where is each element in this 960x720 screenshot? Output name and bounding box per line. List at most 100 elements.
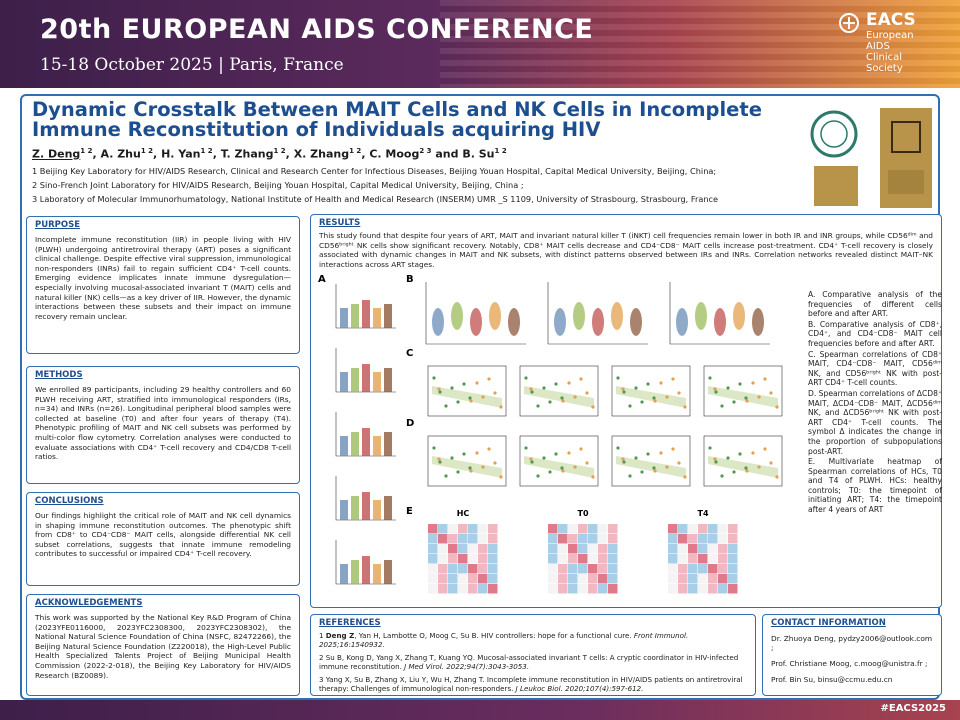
illustration-cell xyxy=(698,554,708,564)
illustration-point xyxy=(542,456,546,460)
illustration-cell xyxy=(588,584,598,594)
illustration-point xyxy=(487,377,491,381)
illustration-point xyxy=(757,465,761,469)
illustration-violin xyxy=(676,308,688,336)
illustration-point xyxy=(475,451,479,455)
illustration-point xyxy=(751,451,755,455)
illustration-bar xyxy=(373,564,381,584)
illustration-cell xyxy=(608,584,618,594)
illustration-point xyxy=(456,400,460,404)
society-name: AIDS xyxy=(866,41,890,52)
author-name: H. Yan xyxy=(161,147,201,161)
illustration-point xyxy=(745,399,749,403)
illustration-point xyxy=(579,447,583,451)
illustration-cell xyxy=(568,564,578,574)
illustration-bar xyxy=(384,304,392,328)
illustration-point xyxy=(683,405,687,409)
illustration-band xyxy=(708,456,778,478)
illustration-cell xyxy=(708,584,718,594)
illustration-cell xyxy=(478,564,488,574)
section-text: Our findings highlight the critical role… xyxy=(35,511,291,559)
illustration-cell xyxy=(668,524,678,534)
affiliation: 1 Beijing Key Laboratory for HIV/AIDS Re… xyxy=(32,166,717,176)
author-name: A. Zhu xyxy=(100,147,141,161)
illustration-cell xyxy=(438,564,448,574)
illustration-point xyxy=(714,460,718,464)
illustration-cell xyxy=(468,534,478,544)
illustration-cell xyxy=(428,534,438,544)
panel-label: D xyxy=(406,418,414,429)
illustration-point xyxy=(530,390,534,394)
footer-bar xyxy=(0,700,960,720)
illustration-cell xyxy=(548,554,558,564)
illustration-point xyxy=(720,404,724,408)
illustration-point xyxy=(634,386,638,390)
illustration-point xyxy=(738,452,742,456)
illustration-point xyxy=(554,452,558,456)
illustration-point xyxy=(757,395,761,399)
illustration-cell xyxy=(438,584,448,594)
illustration-cell xyxy=(688,554,698,564)
illustration-point xyxy=(444,404,448,408)
illustration-cell xyxy=(718,544,728,554)
author-affiliation: 2 3 xyxy=(419,147,432,155)
reference-journal: J Leukoc Biol. 2020;107(4):597-612. xyxy=(515,684,644,693)
illustration-point xyxy=(548,400,552,404)
author-connector: and xyxy=(435,147,459,161)
illustration-cell xyxy=(588,534,598,544)
illustration-point xyxy=(683,475,687,479)
illustration-cell xyxy=(568,524,578,534)
illustration-point xyxy=(481,465,485,469)
illustration-cell xyxy=(548,544,558,554)
heatmap-group: T0 xyxy=(577,509,588,518)
illustration-point xyxy=(616,376,620,380)
chart-frame xyxy=(669,282,770,345)
illustration-point xyxy=(536,474,540,478)
illustration-point xyxy=(713,457,717,461)
illustration-cell xyxy=(708,534,718,544)
author-affiliation: 1 2 xyxy=(273,147,286,155)
illustration-cell xyxy=(578,524,588,534)
illustration-cell xyxy=(678,544,688,554)
author-name: Z. Deng xyxy=(32,147,81,161)
illustration-bar xyxy=(362,300,370,328)
illustration-cell xyxy=(488,534,498,544)
legend-item: A. Comparative analysis of the frequenci… xyxy=(808,290,942,319)
illustration-bar xyxy=(373,436,381,456)
illustration-cell xyxy=(718,554,728,564)
illustration-cell xyxy=(458,534,468,544)
illustration-point xyxy=(536,404,540,408)
heatmap-group: T4 xyxy=(697,509,708,518)
illustration-cell xyxy=(438,574,448,584)
illustration-point xyxy=(591,405,595,409)
illustration-point xyxy=(524,376,528,380)
illustration-violin xyxy=(470,308,482,336)
heatmap-group: HC xyxy=(457,509,470,518)
illustration-violin xyxy=(432,308,444,336)
illustration-point xyxy=(437,387,441,391)
illustration-bar xyxy=(373,500,381,520)
illustration-point xyxy=(530,460,534,464)
legend-item: B. Comparative analysis of CD8⁺, CD4⁺, a… xyxy=(808,319,942,348)
illustration-bar xyxy=(362,492,370,520)
illustration-cell xyxy=(438,544,448,554)
illustration-bar xyxy=(340,308,348,328)
illustration-point xyxy=(469,469,473,473)
panel-label: C xyxy=(406,348,413,359)
illustration-cell xyxy=(558,554,568,564)
author-name: B. Su xyxy=(462,147,495,161)
illustration-point xyxy=(462,452,466,456)
illustration-cell xyxy=(708,564,718,574)
illustration-point xyxy=(437,457,441,461)
illustration-band xyxy=(524,386,594,408)
illustration-bar xyxy=(362,556,370,584)
illustration-cell xyxy=(548,534,558,544)
chart-frame xyxy=(547,282,648,345)
illustration-cell xyxy=(428,544,438,554)
illustration-cell xyxy=(558,574,568,584)
illustration-point xyxy=(438,460,442,464)
illustration-bar xyxy=(373,372,381,392)
figure-legend: A. Comparative analysis of the frequenci… xyxy=(808,290,942,516)
banner xyxy=(0,0,960,88)
illustration-cell xyxy=(568,534,578,544)
